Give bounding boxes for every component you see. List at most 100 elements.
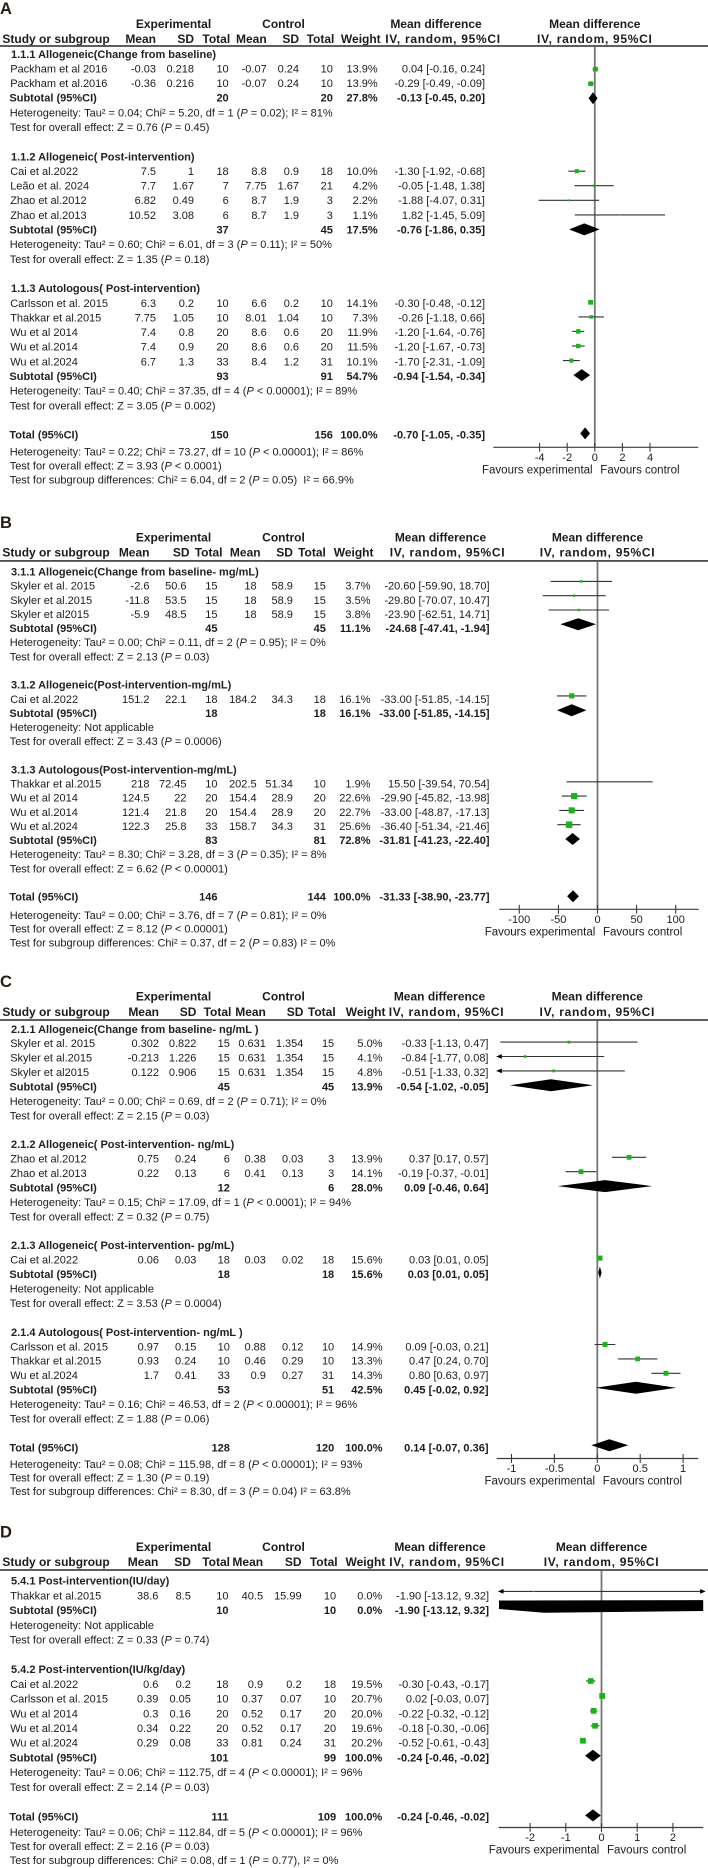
svg-text:Favours experimental: Favours experimental	[482, 465, 593, 477]
svg-text:Total (95%CI): Total (95%CI)	[9, 1442, 78, 1454]
svg-text:0.5: 0.5	[633, 1463, 648, 1475]
svg-text:154.4: 154.4	[229, 807, 257, 819]
svg-text:20: 20	[324, 1708, 336, 1720]
svg-text:Heterogeneity: Tau² = 0.06; Ch: Heterogeneity: Tau² = 0.06; Chi² = 112.8…	[10, 1827, 363, 1839]
svg-text:20: 20	[324, 1723, 336, 1735]
svg-text:11.9%: 11.9%	[347, 327, 378, 339]
svg-text:0.906: 0.906	[169, 1067, 197, 1079]
svg-text:51: 51	[322, 1385, 334, 1397]
svg-text:0.09 [-0.46, 0.64]: 0.09 [-0.46, 0.64]	[404, 1183, 489, 1195]
svg-text:20: 20	[216, 93, 228, 105]
svg-text:0.15: 0.15	[175, 1341, 196, 1353]
svg-text:184.2: 184.2	[229, 694, 257, 706]
svg-text:Test for overall effect: Z = 0: Test for overall effect: Z = 0.76 (P = 0…	[10, 122, 210, 134]
svg-text:-0.76 [-1.86, 0.35]: -0.76 [-1.86, 0.35]	[397, 225, 485, 237]
svg-text:0.03: 0.03	[282, 1154, 303, 1166]
svg-text:5.4.2 Post-intervention(IU/kg/: 5.4.2 Post-intervention(IU/kg/day)	[11, 1664, 186, 1676]
svg-text:10.0%: 10.0%	[346, 166, 377, 178]
svg-text:Subtotal (95%CI): Subtotal (95%CI)	[9, 93, 97, 105]
svg-text:100.0%: 100.0%	[340, 430, 378, 442]
svg-text:5.4.1 Post-intervention(IU/day: 5.4.1 Post-intervention(IU/day)	[11, 1576, 170, 1588]
svg-text:1.354: 1.354	[276, 1053, 304, 1065]
svg-text:10: 10	[205, 779, 217, 791]
svg-text:Mean: Mean	[128, 1555, 159, 1569]
svg-text:Wu et al.2024: Wu et al.2024	[10, 821, 78, 833]
svg-text:Test for overall effect: Z = 3: Test for overall effect: Z = 3.93 (P < 0…	[10, 461, 222, 473]
svg-text:2.1.4 Autologous( Post-interve: 2.1.4 Autologous( Post-intervention- ng/…	[11, 1327, 243, 1339]
svg-text:SD: SD	[287, 1005, 304, 1019]
svg-text:18: 18	[216, 166, 228, 178]
svg-text:Study or subgroup: Study or subgroup	[2, 1555, 109, 1569]
svg-text:1.1.2 Allogeneic( Post-interve: 1.1.2 Allogeneic( Post-intervention)	[11, 151, 195, 163]
svg-text:C: C	[0, 973, 12, 991]
svg-text:Experimental: Experimental	[136, 990, 211, 1004]
svg-text:20: 20	[205, 807, 217, 819]
svg-text:45: 45	[218, 1082, 230, 1094]
svg-text:IV, random, 95%CI: IV, random, 95%CI	[544, 1555, 660, 1569]
svg-text:18: 18	[244, 609, 256, 621]
svg-text:SD: SD	[177, 32, 194, 46]
svg-text:0: 0	[594, 1463, 600, 1475]
svg-text:154.4: 154.4	[229, 793, 257, 805]
svg-text:Study or subgroup: Study or subgroup	[2, 1005, 109, 1019]
svg-text:14.1%: 14.1%	[351, 1168, 382, 1180]
svg-text:0.13: 0.13	[282, 1168, 303, 1180]
svg-text:0.631: 0.631	[238, 1053, 266, 1065]
svg-text:-5.9: -5.9	[131, 609, 150, 621]
svg-text:-36.40 [-51.34, -21.46]: -36.40 [-51.34, -21.46]	[381, 821, 490, 833]
svg-text:18: 18	[314, 694, 326, 706]
svg-text:15: 15	[314, 595, 326, 607]
svg-text:Mean: Mean	[232, 1555, 263, 1569]
svg-text:Packham et al 2016: Packham et al 2016	[10, 63, 107, 75]
svg-text:Test for subgroup differences:: Test for subgroup differences: Chi² = 0.…	[10, 1855, 339, 1867]
svg-text:-0.24 [-0.46, -0.02]: -0.24 [-0.46, -0.02]	[397, 1753, 489, 1765]
svg-text:8.6: 8.6	[251, 342, 266, 354]
svg-text:20: 20	[205, 793, 217, 805]
svg-text:-0.26 [-1.18, 0.66]: -0.26 [-1.18, 0.66]	[398, 312, 485, 324]
svg-text:-20.60 [-59.90, 18.70]: -20.60 [-59.90, 18.70]	[384, 581, 489, 593]
svg-text:18: 18	[321, 166, 333, 178]
svg-text:0.2: 0.2	[286, 1679, 301, 1691]
svg-text:1.1.3 Autologous( Post-interve: 1.1.3 Autologous( Post-intervention)	[11, 283, 200, 295]
svg-text:72.45: 72.45	[159, 779, 187, 791]
svg-text:15: 15	[314, 581, 326, 593]
svg-text:6.6: 6.6	[251, 298, 266, 310]
svg-text:Subtotal (95%CI): Subtotal (95%CI)	[9, 1605, 97, 1617]
svg-text:7: 7	[223, 181, 229, 193]
svg-text:-0.29 [-0.49, -0.09]: -0.29 [-0.49, -0.09]	[395, 78, 486, 90]
svg-text:7.4: 7.4	[141, 342, 156, 354]
svg-text:40.5: 40.5	[242, 1590, 263, 1602]
svg-text:Heterogeneity: Tau² = 0.60; Ch: Heterogeneity: Tau² = 0.60; Chi² = 6.01,…	[10, 239, 332, 251]
svg-text:45: 45	[322, 1082, 334, 1094]
svg-text:0.03: 0.03	[244, 1255, 265, 1267]
svg-text:1: 1	[634, 1832, 640, 1844]
svg-text:22.6%: 22.6%	[339, 793, 370, 805]
svg-text:-0.51 [-1.33, 0.32]: -0.51 [-1.33, 0.32]	[402, 1067, 489, 1079]
svg-text:Control: Control	[262, 990, 305, 1004]
svg-text:Weight: Weight	[334, 546, 374, 560]
svg-text:6: 6	[224, 1168, 230, 1180]
svg-text:Total: Total	[308, 1005, 336, 1019]
svg-text:D: D	[0, 1524, 12, 1542]
svg-text:20.7%: 20.7%	[351, 1694, 382, 1706]
svg-text:IV, random, 95%CI: IV, random, 95%CI	[389, 1005, 505, 1019]
svg-text:10: 10	[218, 1356, 230, 1368]
svg-text:22: 22	[174, 793, 186, 805]
svg-text:34.3: 34.3	[271, 821, 292, 833]
svg-text:42.5%: 42.5%	[351, 1385, 382, 1397]
svg-text:1.67: 1.67	[278, 181, 299, 193]
svg-text:0.81: 0.81	[242, 1738, 263, 1750]
svg-text:Test for overall effect: Z = 6: Test for overall effect: Z = 6.62 (P < 0…	[10, 863, 228, 875]
svg-text:1.354: 1.354	[276, 1067, 304, 1079]
svg-text:18: 18	[244, 581, 256, 593]
svg-text:0.22: 0.22	[138, 1168, 159, 1180]
svg-text:Wu et al.2014: Wu et al.2014	[10, 807, 78, 819]
svg-text:128: 128	[212, 1442, 230, 1454]
svg-text:4.8%: 4.8%	[357, 1067, 382, 1079]
svg-text:0.24: 0.24	[175, 1154, 196, 1166]
svg-text:3: 3	[327, 195, 333, 207]
svg-text:-1.20 [-1.64, -0.76]: -1.20 [-1.64, -0.76]	[395, 327, 486, 339]
svg-text:7.5: 7.5	[141, 166, 156, 178]
svg-text:SD: SD	[285, 1555, 302, 1569]
svg-text:Test for subgroup differences:: Test for subgroup differences: Chi² = 6.…	[10, 475, 354, 487]
